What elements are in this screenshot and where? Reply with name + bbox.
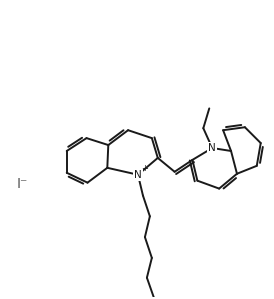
Text: N: N — [208, 143, 216, 153]
Text: N: N — [134, 170, 142, 180]
Text: +: + — [141, 164, 148, 173]
Text: I⁻: I⁻ — [16, 177, 28, 191]
